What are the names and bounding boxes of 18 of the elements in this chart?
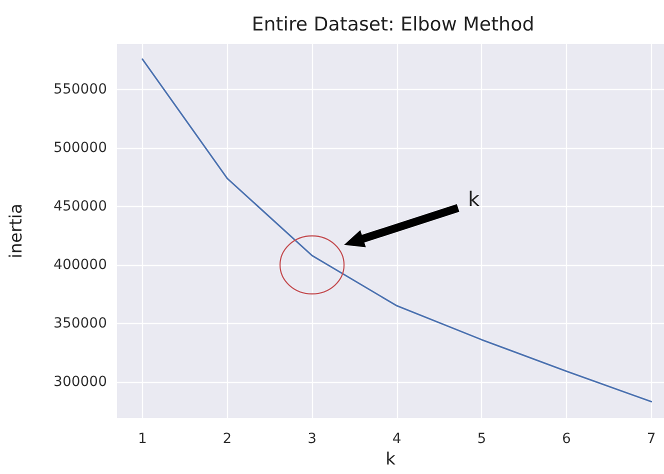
x-tick-label: 5 — [477, 431, 486, 447]
chart-title: Entire Dataset: Elbow Method — [252, 14, 534, 36]
y-tick-label: 500000 — [54, 140, 107, 156]
y-tick-label: 550000 — [54, 82, 107, 98]
y-tick-label: 300000 — [54, 374, 107, 390]
annotation: k — [468, 186, 480, 211]
x-tick-label: 3 — [308, 431, 317, 447]
y-axis-title: inertia — [6, 204, 26, 258]
y-tick-label: 450000 — [54, 198, 107, 214]
line-series — [142, 58, 652, 402]
x-tick-label: 2 — [222, 431, 232, 447]
x-tick-label: 1 — [138, 431, 147, 447]
x-tick-label: 6 — [562, 431, 572, 447]
x-tick-label: 4 — [392, 431, 402, 447]
x-axis-title: k — [386, 449, 396, 470]
x-tick-label: 7 — [646, 431, 656, 447]
y-tick-label: 400000 — [54, 256, 107, 273]
y-tick-label: 350000 — [54, 315, 107, 332]
